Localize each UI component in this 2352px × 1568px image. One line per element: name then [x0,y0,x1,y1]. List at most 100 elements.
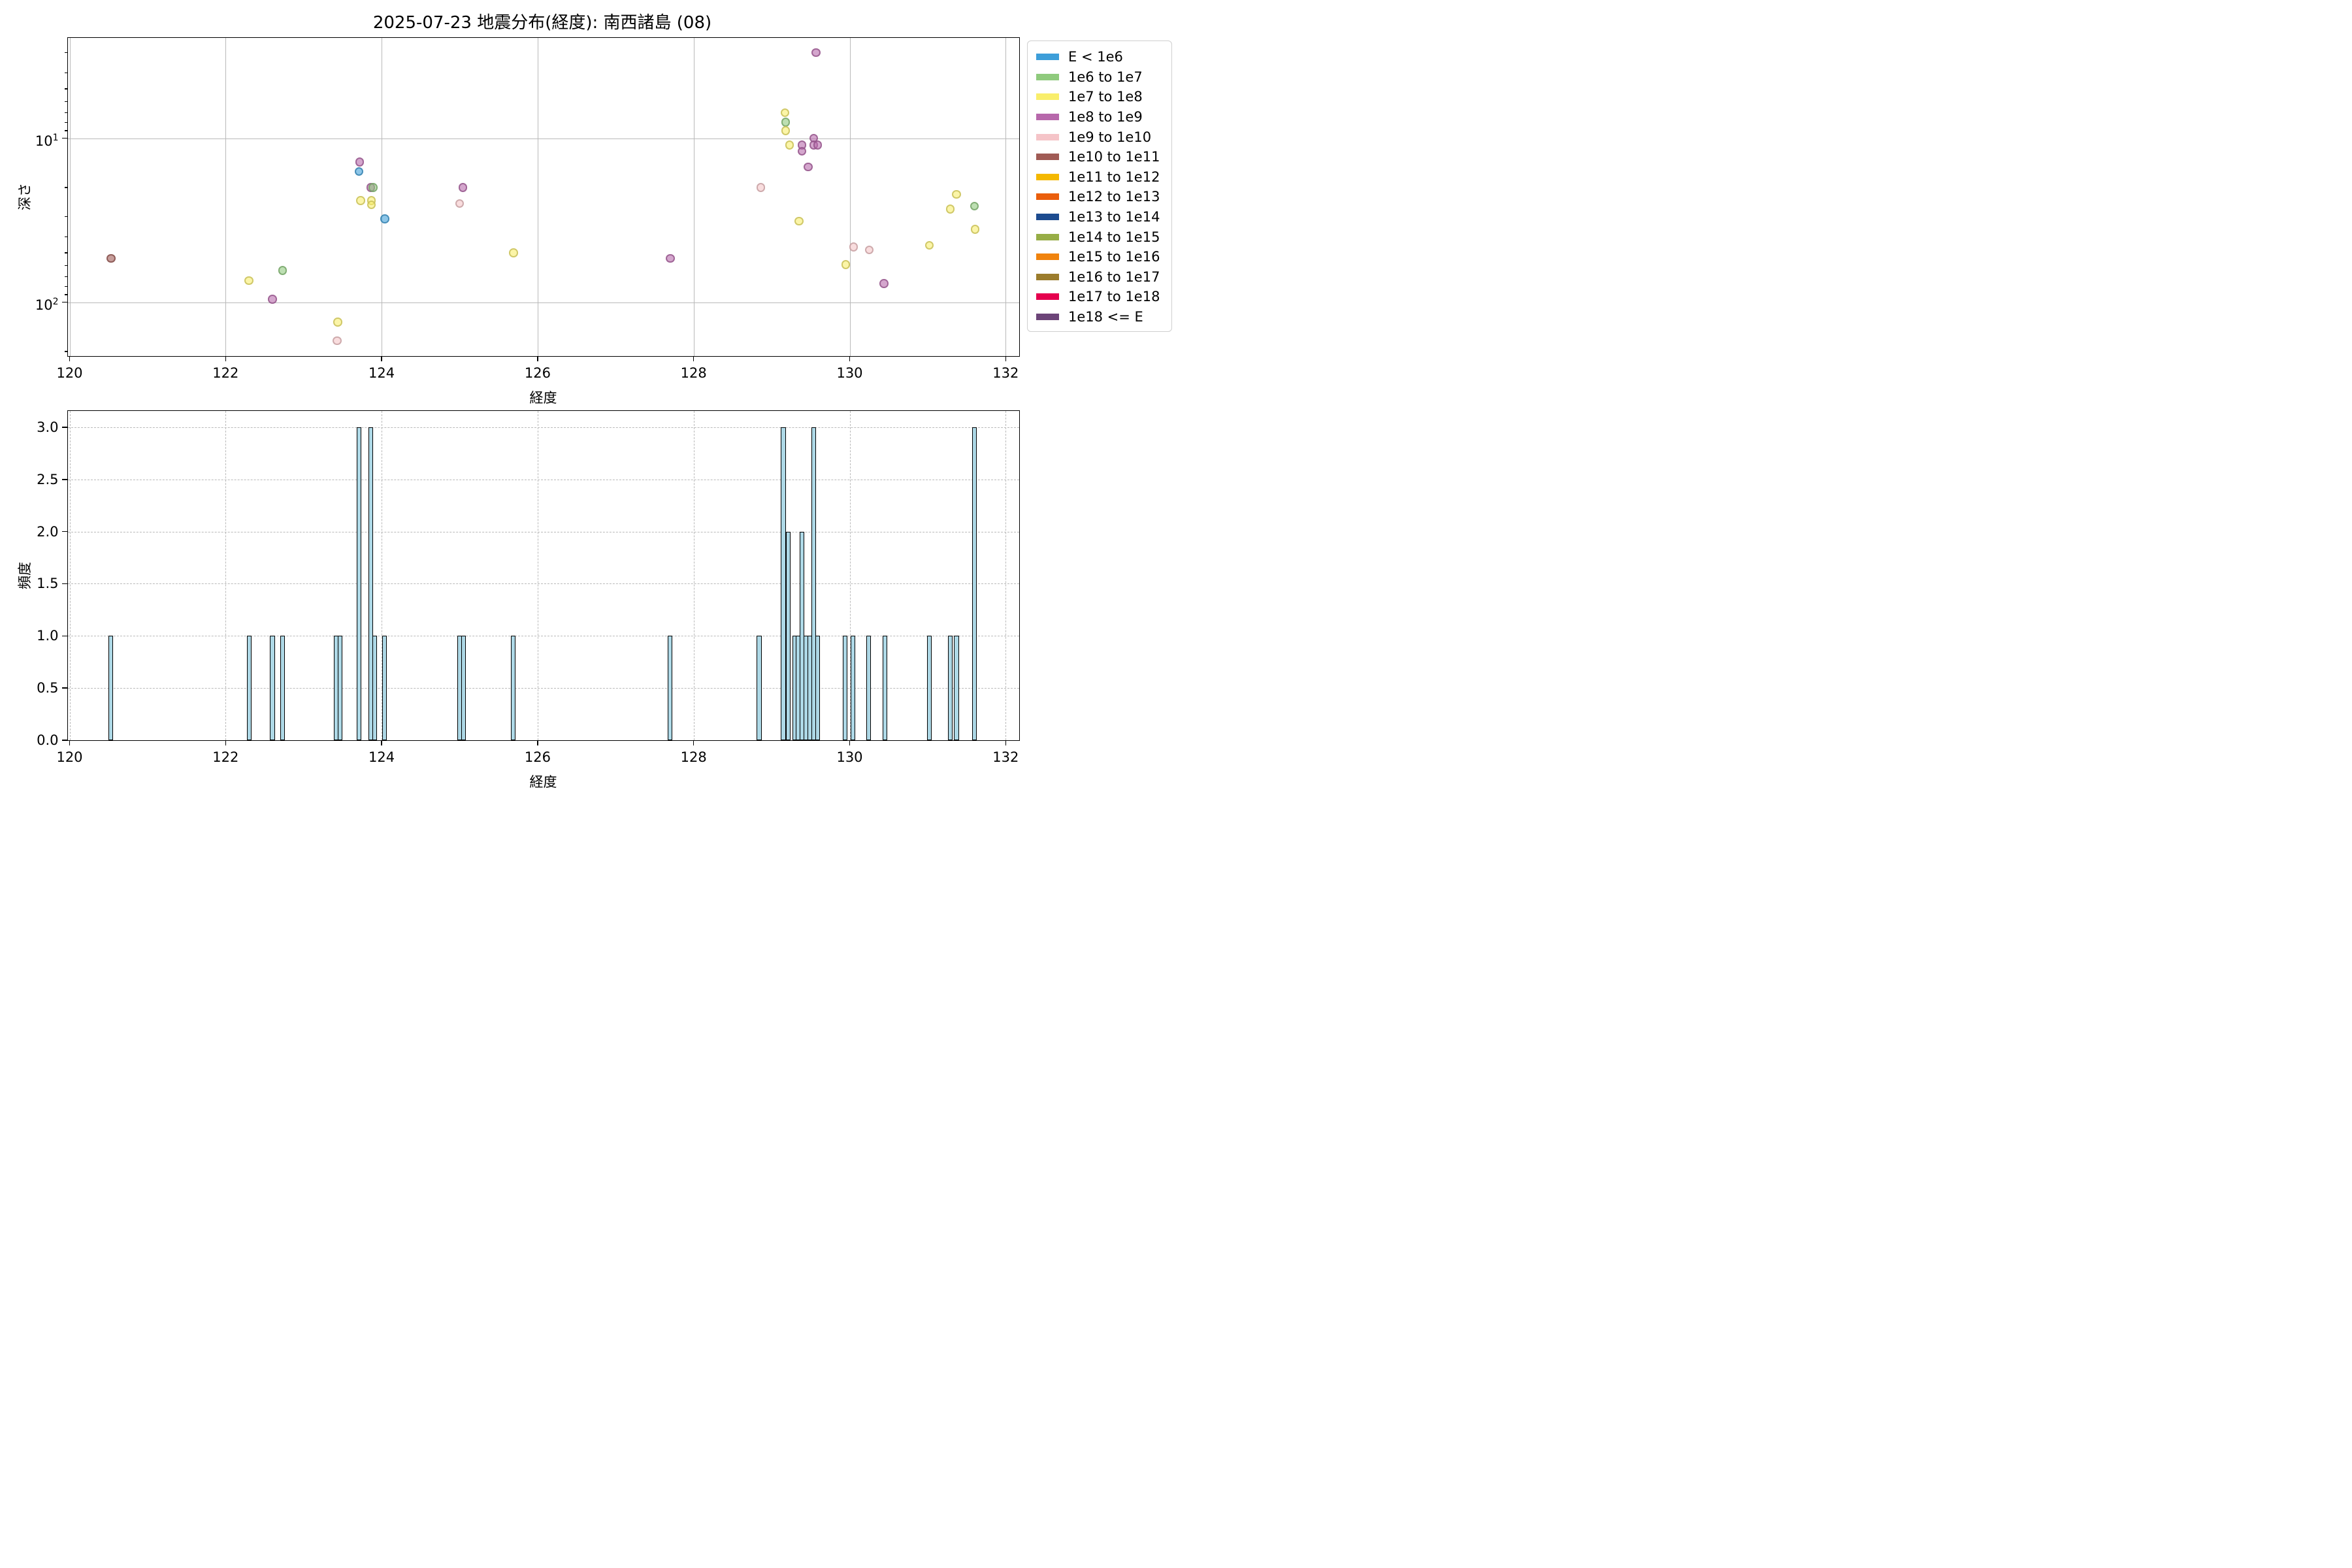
tick-mark [849,740,851,745]
histogram-bar [785,531,791,740]
scatter-point [106,253,116,263]
legend-swatch [1036,273,1059,280]
scatter-point [781,126,791,135]
tick-mark [61,531,68,532]
tick-mark [849,355,851,361]
tick-mark [61,583,68,585]
histogram-bar [356,427,362,740]
legend-item: 1e7 to 1e8 [1028,87,1171,107]
x-tick-label: 124 [368,365,395,381]
scatter-point [970,225,980,234]
legend-label: 1e8 to 1e9 [1068,109,1143,125]
y-axis-label: 頻度 [16,561,33,589]
figure: 2025-07-23 地震分布(経度): 南西諸島 (08) 120 122 124… [0,0,1176,790]
histogram-bar [815,636,821,740]
legend-swatch [1036,154,1059,161]
scatter-plot: 120 122 124 126 128 130 132 101 102 経度 深さ [17,37,1020,406]
gridline [69,410,71,740]
x-tick-label: 132 [992,749,1019,765]
tick-mark [64,187,68,188]
gridline [1005,410,1007,740]
legend-label: 1e7 to 1e8 [1068,89,1143,105]
gridline [67,302,1019,303]
tick-mark [64,52,68,53]
scatter-point [368,183,378,192]
scatter-point [804,162,813,172]
scatter-point [333,318,342,327]
histogram-bar [461,636,466,740]
tick-mark [61,478,68,480]
legend-swatch [1036,173,1059,180]
histogram-bar [270,636,275,740]
tick-mark [381,355,382,361]
legend-label: 1e13 to 1e14 [1068,209,1160,225]
histogram-bar [850,636,855,740]
x-axis-label: 経度 [529,774,557,790]
tick-mark [69,355,71,361]
histogram-bar [280,636,286,740]
legend-item: 1e6 to 1e7 [1028,67,1171,88]
legend-item: 1e8 to 1e9 [1028,107,1171,127]
tick-mark [61,740,68,741]
tick-mark [537,740,538,745]
tick-mark [61,137,68,139]
gridline [67,427,1019,428]
scatter-point [841,260,851,269]
tick-mark [64,122,68,123]
x-tick-label: 120 [56,365,83,381]
legend-swatch [1036,314,1059,321]
tick-mark [69,740,71,745]
legend-swatch [1036,54,1059,61]
gridline [69,37,71,356]
histogram-bar [108,636,114,740]
legend-swatch [1036,214,1059,221]
tick-mark [1005,740,1007,745]
legend-swatch [1036,73,1059,80]
legend-label: 1e18 <= E [1068,309,1143,325]
histogram-bar [368,427,373,740]
tick-mark [61,635,68,637]
tick-mark [64,265,68,267]
histogram-plot: 120 122 124 126 128 130 132 0.0 0.5 1.0 1.5 2.0 2.5 3… [17,410,1020,790]
legend-label: E < 1e6 [1068,49,1123,65]
tick-mark [64,276,68,278]
scatter-point [781,118,791,127]
scatter-point [797,146,807,156]
histogram-bar [866,636,871,740]
histogram-bar [842,636,847,740]
scatter-point [278,266,287,275]
scatter-point [756,183,766,192]
y-tick-label: 2.0 [37,523,59,540]
legend-swatch [1036,93,1059,101]
y-tick-label: 1.5 [37,576,59,592]
tick-mark [64,130,68,131]
x-tick-label: 122 [212,365,239,381]
histogram-bar [800,531,805,740]
tick-mark [1005,355,1007,361]
histogram-bar [382,636,387,740]
x-tick-label: 120 [56,749,83,765]
legend-label: 1e10 to 1e11 [1068,149,1160,165]
tick-mark [693,355,694,361]
legend-swatch [1036,253,1059,261]
scatter-point [333,336,342,346]
scatter-point [811,48,821,57]
scatter-point [509,248,518,257]
scatter-point [945,204,955,214]
gridline [67,583,1019,585]
legend-label: 1e11 to 1e12 [1068,169,1160,185]
histogram-bar [926,636,932,740]
legend-item: 1e13 to 1e14 [1028,207,1171,227]
legend-swatch [1036,233,1059,240]
histogram-bar [757,636,762,740]
tick-mark [64,101,68,103]
x-tick-label: 126 [524,749,551,765]
histogram-bar [511,636,516,740]
histogram-bar [947,636,953,740]
tick-mark [537,355,538,361]
legend-item: 1e9 to 1e10 [1028,127,1171,147]
gridline [225,37,227,356]
scatter-point [244,276,253,286]
legend-item: 1e10 to 1e11 [1028,147,1171,167]
scatter-point [864,245,874,255]
